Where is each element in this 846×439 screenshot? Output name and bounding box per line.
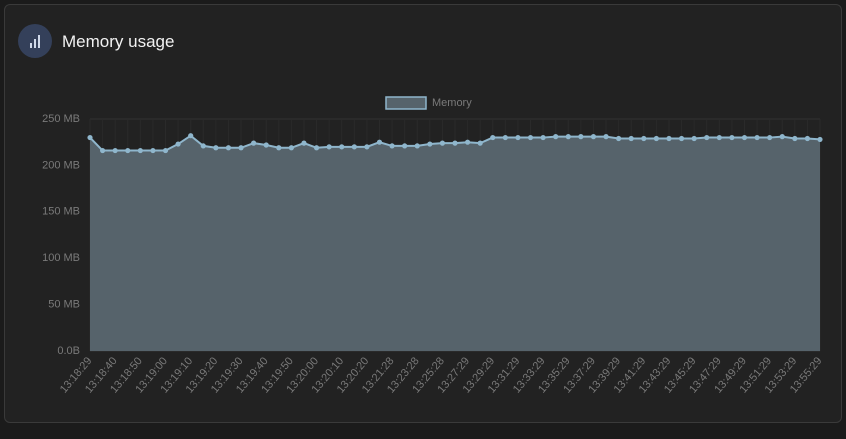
data-point (754, 134, 760, 141)
data-point (125, 147, 131, 154)
data-point (427, 141, 433, 147)
data-point (502, 134, 508, 141)
data-point (225, 145, 232, 151)
data-point (527, 134, 534, 141)
data-point (578, 134, 584, 140)
data-point (402, 143, 408, 149)
y-tick-label: 250 MB (42, 113, 80, 125)
data-point (691, 135, 697, 142)
data-point (817, 136, 823, 143)
data-point (112, 147, 118, 154)
area-fill (90, 135, 820, 351)
data-point (238, 145, 244, 151)
data-point (87, 134, 93, 141)
data-point (188, 133, 194, 139)
data-point (464, 139, 471, 145)
data-point (678, 135, 685, 142)
data-point (263, 142, 269, 148)
data-point (666, 135, 672, 142)
data-point (137, 147, 143, 154)
data-point (490, 134, 496, 141)
data-point (792, 135, 798, 142)
data-point (439, 140, 446, 146)
legend-label: Memory (432, 97, 472, 109)
data-point (741, 134, 748, 141)
data-point (200, 143, 206, 149)
data-point (99, 147, 106, 154)
data-point (628, 135, 634, 142)
data-point (553, 134, 559, 140)
data-point (213, 145, 219, 151)
data-point (364, 144, 370, 150)
data-point (767, 134, 773, 141)
data-point (477, 140, 483, 146)
data-point (313, 145, 320, 151)
card-title: Memory usage (62, 32, 175, 51)
legend-swatch (385, 96, 427, 110)
data-point (716, 134, 722, 141)
data-point (515, 134, 521, 141)
data-point (301, 140, 307, 146)
data-point (288, 145, 294, 151)
data-point (603, 134, 609, 140)
data-point (276, 145, 282, 151)
data-point (641, 135, 647, 142)
data-point (351, 144, 357, 150)
data-point (616, 135, 622, 142)
data-point (376, 139, 383, 145)
data-point (704, 134, 710, 141)
data-point (804, 135, 811, 142)
data-point (339, 144, 345, 150)
data-point (729, 134, 735, 141)
data-point (162, 147, 169, 154)
data-point (326, 144, 332, 150)
data-point (590, 134, 597, 140)
chart-icon (18, 24, 52, 58)
data-point (452, 140, 458, 146)
data-point (540, 134, 546, 141)
data-point (150, 147, 156, 154)
icon-bars (30, 35, 40, 48)
data-point (565, 134, 571, 140)
y-tick-label: 150 MB (42, 206, 80, 218)
data-point (251, 140, 257, 146)
y-tick-label: 50 MB (48, 299, 80, 311)
y-tick-label: 100 MB (42, 252, 80, 264)
data-point (414, 143, 420, 149)
data-point (175, 141, 181, 147)
y-tick-label: 0.0B (57, 345, 80, 357)
data-point (653, 135, 659, 142)
y-tick-label: 200 MB (42, 159, 80, 171)
data-point (389, 143, 395, 149)
data-point (779, 134, 785, 140)
